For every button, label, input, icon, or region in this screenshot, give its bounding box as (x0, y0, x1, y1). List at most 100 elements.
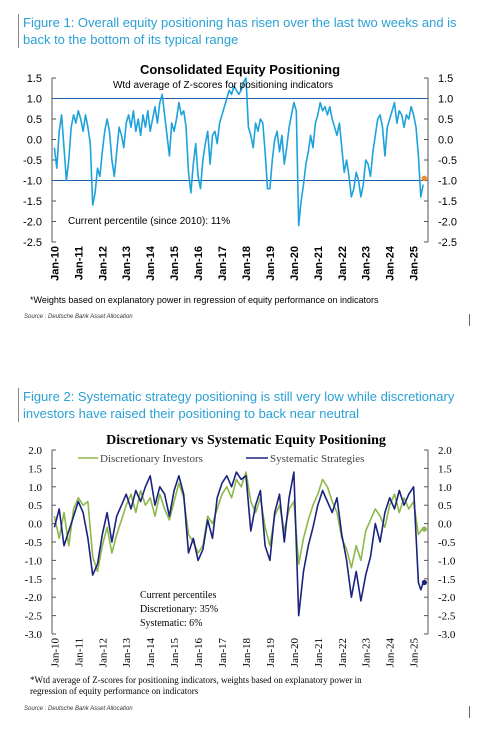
x-tick-label: Jan-22 (337, 246, 349, 281)
x-tick-label: Jan-18 (241, 246, 253, 281)
x-tick-label: Jan-22 (337, 638, 349, 667)
x-tick-label: Jan-25 (409, 638, 421, 668)
chart-annotation-line: Discretionary: 35% (140, 604, 218, 615)
x-tick-label: Jan-15 (169, 246, 181, 281)
y-tick-label-left: -3.0 (25, 629, 43, 641)
y-tick-label-right: 2.0 (438, 445, 452, 457)
x-tick-label: Jan-23 (361, 638, 373, 668)
figure-1: Figure 1: Overall equity positioning has… (0, 0, 488, 340)
y-tick-label-left: -2.5 (23, 237, 42, 249)
y-tick-label-left: 1.5 (27, 73, 42, 85)
x-tick-label: Jan-13 (121, 246, 133, 281)
x-tick-label: Jan-17 (217, 246, 229, 281)
x-tick-label: Jan-21 (313, 638, 325, 667)
y-tick-label-right: -1.0 (438, 176, 457, 188)
figure-2-footnote-line-1: *Wtd average of Z-scores for positioning… (30, 675, 362, 685)
y-tick-label-left: -1.0 (25, 555, 43, 567)
chart-2: 2.0 2.0 1.5 1.5 1.0 1.0 0.5 0.5 0.0 0.0 -0.5 -0.5 -1… (25, 433, 456, 668)
y-tick-label-left: 2.0 (28, 445, 42, 457)
x-tick-label: Jan-19 (265, 246, 277, 281)
figure-2-footnote-line-2: regression of equity performance on indi… (30, 686, 199, 696)
y-tick-label-right: 1.5 (438, 463, 452, 475)
x-tick-label: Jan-20 (289, 638, 301, 668)
x-tick-label: Jan-13 (121, 638, 133, 668)
x-tick-label: Jan-14 (145, 638, 157, 668)
y-tick-label-right: -3.0 (438, 629, 456, 641)
y-tick-label-right: 0.0 (438, 135, 453, 147)
figure-1-caption: Figure 1: Overall equity positioning has… (18, 14, 463, 48)
y-tick-label-left: 0.0 (27, 135, 42, 147)
current-point-marker (421, 175, 428, 182)
x-tick-label: Jan-25 (409, 246, 421, 281)
y-tick-label-right: 1.0 (438, 94, 453, 106)
chart-annotation-line: Current percentiles (140, 590, 216, 601)
y-tick-label-right: -1.5 (438, 574, 456, 586)
figure-2: Figure 2: Systematic strategy positionin… (0, 378, 488, 733)
x-tick-label: Jan-11 (73, 246, 85, 280)
figure-2-source: Source : Deutsche Bank Asset Allocation (24, 706, 133, 712)
x-tick-label: Jan-24 (385, 245, 397, 281)
y-tick-label-right: 0.0 (438, 519, 452, 531)
x-tick-label: Jan-10 (49, 246, 61, 281)
chart-annotation-line: Systematic: 6% (140, 618, 203, 629)
y-tick-label-left: 1.5 (28, 463, 42, 475)
y-tick-label-left: 1.0 (28, 482, 42, 494)
y-tick-label-right: -2.5 (438, 237, 457, 249)
y-tick-label-right: -0.5 (438, 155, 457, 167)
legend-label-systematic: Systematic Strategies (270, 453, 364, 465)
chart-subtitle: Wtd average of Z-scores for positioning … (113, 80, 333, 91)
figure-1-footnote: *Weights based on explanatory power in r… (30, 295, 379, 305)
y-tick-label-right: 1.0 (438, 482, 452, 494)
x-tick-label: Jan-19 (265, 638, 277, 668)
figure-2-end-divider (469, 706, 470, 718)
y-tick-label-left: -2.5 (25, 611, 43, 623)
y-tick-label-left: 0.0 (28, 519, 42, 531)
x-tick-label: Jan-15 (169, 638, 181, 668)
x-tick-label: Jan-20 (289, 246, 301, 281)
x-tick-label: Jan-10 (49, 638, 61, 668)
current-point-systematic (421, 579, 428, 586)
x-tick-label: Jan-16 (193, 638, 205, 668)
y-tick-label-left: 0.5 (27, 114, 42, 126)
y-tick-label-left: 1.0 (27, 94, 42, 106)
y-tick-label-left: -2.0 (25, 592, 43, 604)
y-tick-label-left: -0.5 (25, 537, 43, 549)
figure-1-end-divider (469, 314, 470, 326)
y-tick-label-left: -1.5 (25, 574, 43, 586)
y-tick-label-left: -0.5 (23, 155, 42, 167)
series-line-0 (53, 471, 424, 573)
y-tick-label-right: 1.5 (438, 73, 453, 85)
y-tick-label-right: -2.0 (438, 592, 456, 604)
x-tick-label: Jan-16 (193, 246, 205, 281)
x-tick-label: Jan-12 (97, 638, 109, 667)
x-tick-label: Jan-18 (241, 638, 253, 668)
x-tick-label: Jan-24 (385, 638, 397, 668)
x-tick-label: Jan-23 (361, 246, 373, 281)
figure-2-caption: Figure 2: Systematic strategy positionin… (18, 388, 463, 422)
y-tick-label-left: -1.0 (23, 176, 42, 188)
x-tick-label: Jan-14 (145, 245, 157, 281)
current-point-discretionary (421, 526, 428, 532)
chart-title: Consolidated Equity Positioning (140, 62, 340, 77)
y-tick-label-right: -1.0 (438, 555, 456, 567)
chart-annotation: Current percentile (since 2010): 11% (68, 216, 230, 227)
y-tick-label-left: -2.0 (23, 217, 42, 229)
x-tick-label: Jan-17 (217, 638, 229, 668)
y-tick-label-right: -2.0 (438, 217, 457, 229)
y-tick-label-left: -1.5 (23, 196, 42, 208)
chart-title: Discretionary vs Systematic Equity Posit… (106, 433, 386, 448)
series-line-0 (53, 77, 424, 227)
y-tick-label-right: -2.5 (438, 611, 456, 623)
x-tick-label: Jan-12 (97, 246, 109, 281)
y-tick-label-right: 0.5 (438, 114, 453, 126)
y-tick-label-left: 0.5 (28, 500, 42, 512)
series-line-1 (53, 471, 424, 617)
x-tick-label: Jan-21 (313, 246, 325, 281)
y-tick-label-right: -1.5 (438, 196, 457, 208)
x-tick-label: Jan-11 (73, 638, 85, 667)
y-tick-label-right: 0.5 (438, 500, 452, 512)
figure-1-source: Source : Deutsche Bank Asset Allocation (24, 314, 133, 320)
y-tick-label-right: -0.5 (438, 537, 456, 549)
chart-1: 1.5 1.5 1.0 1.0 0.5 0.5 0.0 0.0 -0.5 -0.5 -1.0 -1.0… (23, 62, 457, 281)
legend-label-discretionary: Discretionary Investors (100, 453, 203, 465)
